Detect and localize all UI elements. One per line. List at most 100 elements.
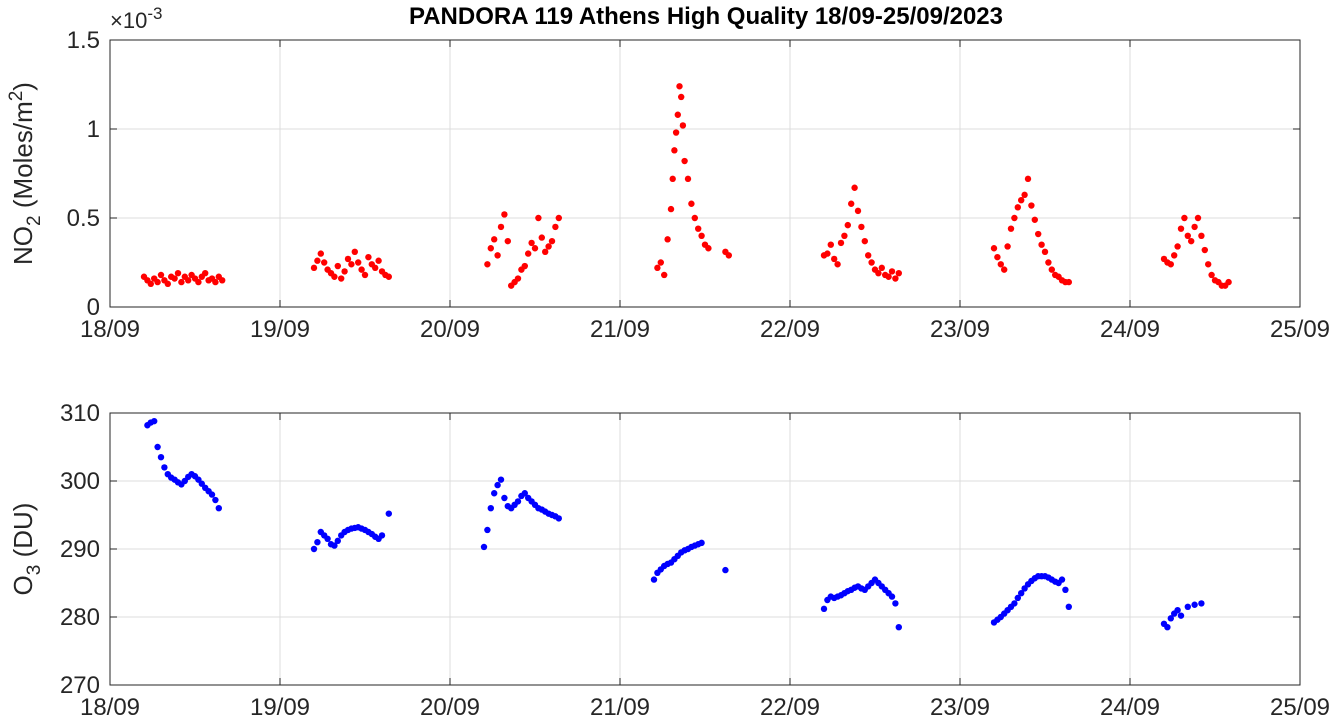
no2-xtick-label: 25/09 [1270,316,1330,343]
o3-data-point [484,526,491,534]
no2-data-point [1174,243,1181,250]
o3-data-point [1014,594,1021,602]
no2-data-point [535,214,542,222]
o3-data-point [324,535,331,542]
o3-data-point [521,490,528,497]
o3-ticks [109,412,1301,686]
o3-data-point [161,464,168,471]
o3-ylabel: O3 (DU) [8,503,45,596]
no2-data-point [385,273,392,280]
no2-data-point [338,275,345,282]
no2-data-point [1007,225,1015,232]
no2-data-point [487,245,494,252]
no2-data-point [314,257,321,264]
o3-xtick-label: 19/09 [250,694,310,721]
o3-data-point [1018,590,1025,597]
no2-axes: 18/09 19/09 20/09 21/09 22/09 23/09 24/09 25/09… [6,4,1330,343]
o3-data-point [1058,576,1066,583]
no2-data-point [895,269,902,277]
o3-data-point [1177,612,1185,619]
no2-data-point [691,214,698,222]
no2-data-point [1041,248,1049,256]
no2-ylabel-sup: 2 [6,91,27,102]
o3-ylabel-mid: (DU) [8,503,38,565]
no2-data-point [1167,261,1175,268]
no2-xtick-label: 18/09 [80,316,140,343]
o3-xtick-label: 23/09 [930,694,990,721]
no2-data-point [684,175,692,183]
no2-ytick-label: 0 [87,294,100,321]
no2-axes-box [109,39,1301,308]
o3-data-point [514,498,522,505]
no2-tick-labels: 18/09 19/09 20/09 21/09 22/09 23/09 24/09 25/09… [67,27,1330,343]
o3-ytick-label: 270 [60,672,100,699]
no2-data-point [178,278,185,286]
no2-data-point [837,239,845,247]
no2-data-point [1001,266,1008,273]
o3-data-point [1198,600,1205,607]
no2-ticks [109,39,1301,308]
o3-data-point [1062,586,1069,593]
no2-data-point [861,237,868,245]
no2-data-point [654,264,661,272]
no2-data-point [375,257,382,264]
no2-data-point [1004,243,1011,250]
no2-data-point [494,252,501,259]
no2-data-point [164,280,171,288]
o3-ytick-label: 290 [60,536,100,563]
o3-ylabel-base: O [8,575,38,595]
no2-data-point [1048,266,1056,273]
no2-data-point [548,237,556,245]
no2-data-point [171,275,178,282]
o3-data-point [722,566,729,574]
o3-data-point [895,624,902,631]
no2-data-point [545,243,552,250]
no2-data-point [851,184,858,191]
o3-data-point [212,496,219,504]
no2-data-point [997,261,1004,268]
o3-data-point [501,494,508,502]
o3-ytick-label: 310 [60,400,100,427]
o3-tick-labels: 18/09 19/09 20/09 21/09 22/09 23/09 24/09 25/09… [60,400,1330,721]
o3-data-point [314,539,321,546]
no2-data-point [501,211,508,218]
no2-data-point [831,255,838,263]
o3-data-point [331,542,338,549]
no2-data-point [868,259,875,266]
o3-data-point [480,543,488,551]
no2-data-point [878,264,885,272]
no2-ytick-label: 1 [87,116,100,143]
no2-ylabel-sub: 2 [24,215,45,226]
o3-data-point [215,505,222,512]
no2-exponent-power: -3 [147,4,162,23]
no2-data-point [344,255,352,263]
no2-data-point [1194,214,1202,222]
no2-data-point [1014,204,1021,211]
o3-data-point [1167,615,1175,622]
o3-data-point [157,454,165,461]
no2-data-point [1018,197,1025,204]
o3-data-point [385,510,392,517]
o3-axes: 18/09 19/09 20/09 21/09 22/09 23/09 24/09 25/09… [8,400,1330,721]
no2-data-point [212,278,219,286]
no2-data-point [195,278,202,286]
no2-data-point [669,175,676,183]
no2-data-point [358,266,365,273]
no2-data-point [1205,261,1212,268]
o3-data-point [892,600,899,607]
no2-data-point [1171,252,1178,259]
no2-data-point [681,157,688,165]
o3-ylabel-sub: 3 [24,565,45,576]
no2-data-point [1038,241,1045,248]
o3-xtick-label: 24/09 [1100,694,1160,721]
no2-data-point [538,234,545,241]
o3-data-point [491,490,498,497]
no2-data-point [705,245,712,252]
no2-data-point [484,261,491,268]
o3-data-point [487,505,494,512]
no2-data-point [1184,232,1192,239]
no2-data-point [348,261,355,268]
o3-grid [110,413,1300,685]
no2-data-point [844,221,851,229]
